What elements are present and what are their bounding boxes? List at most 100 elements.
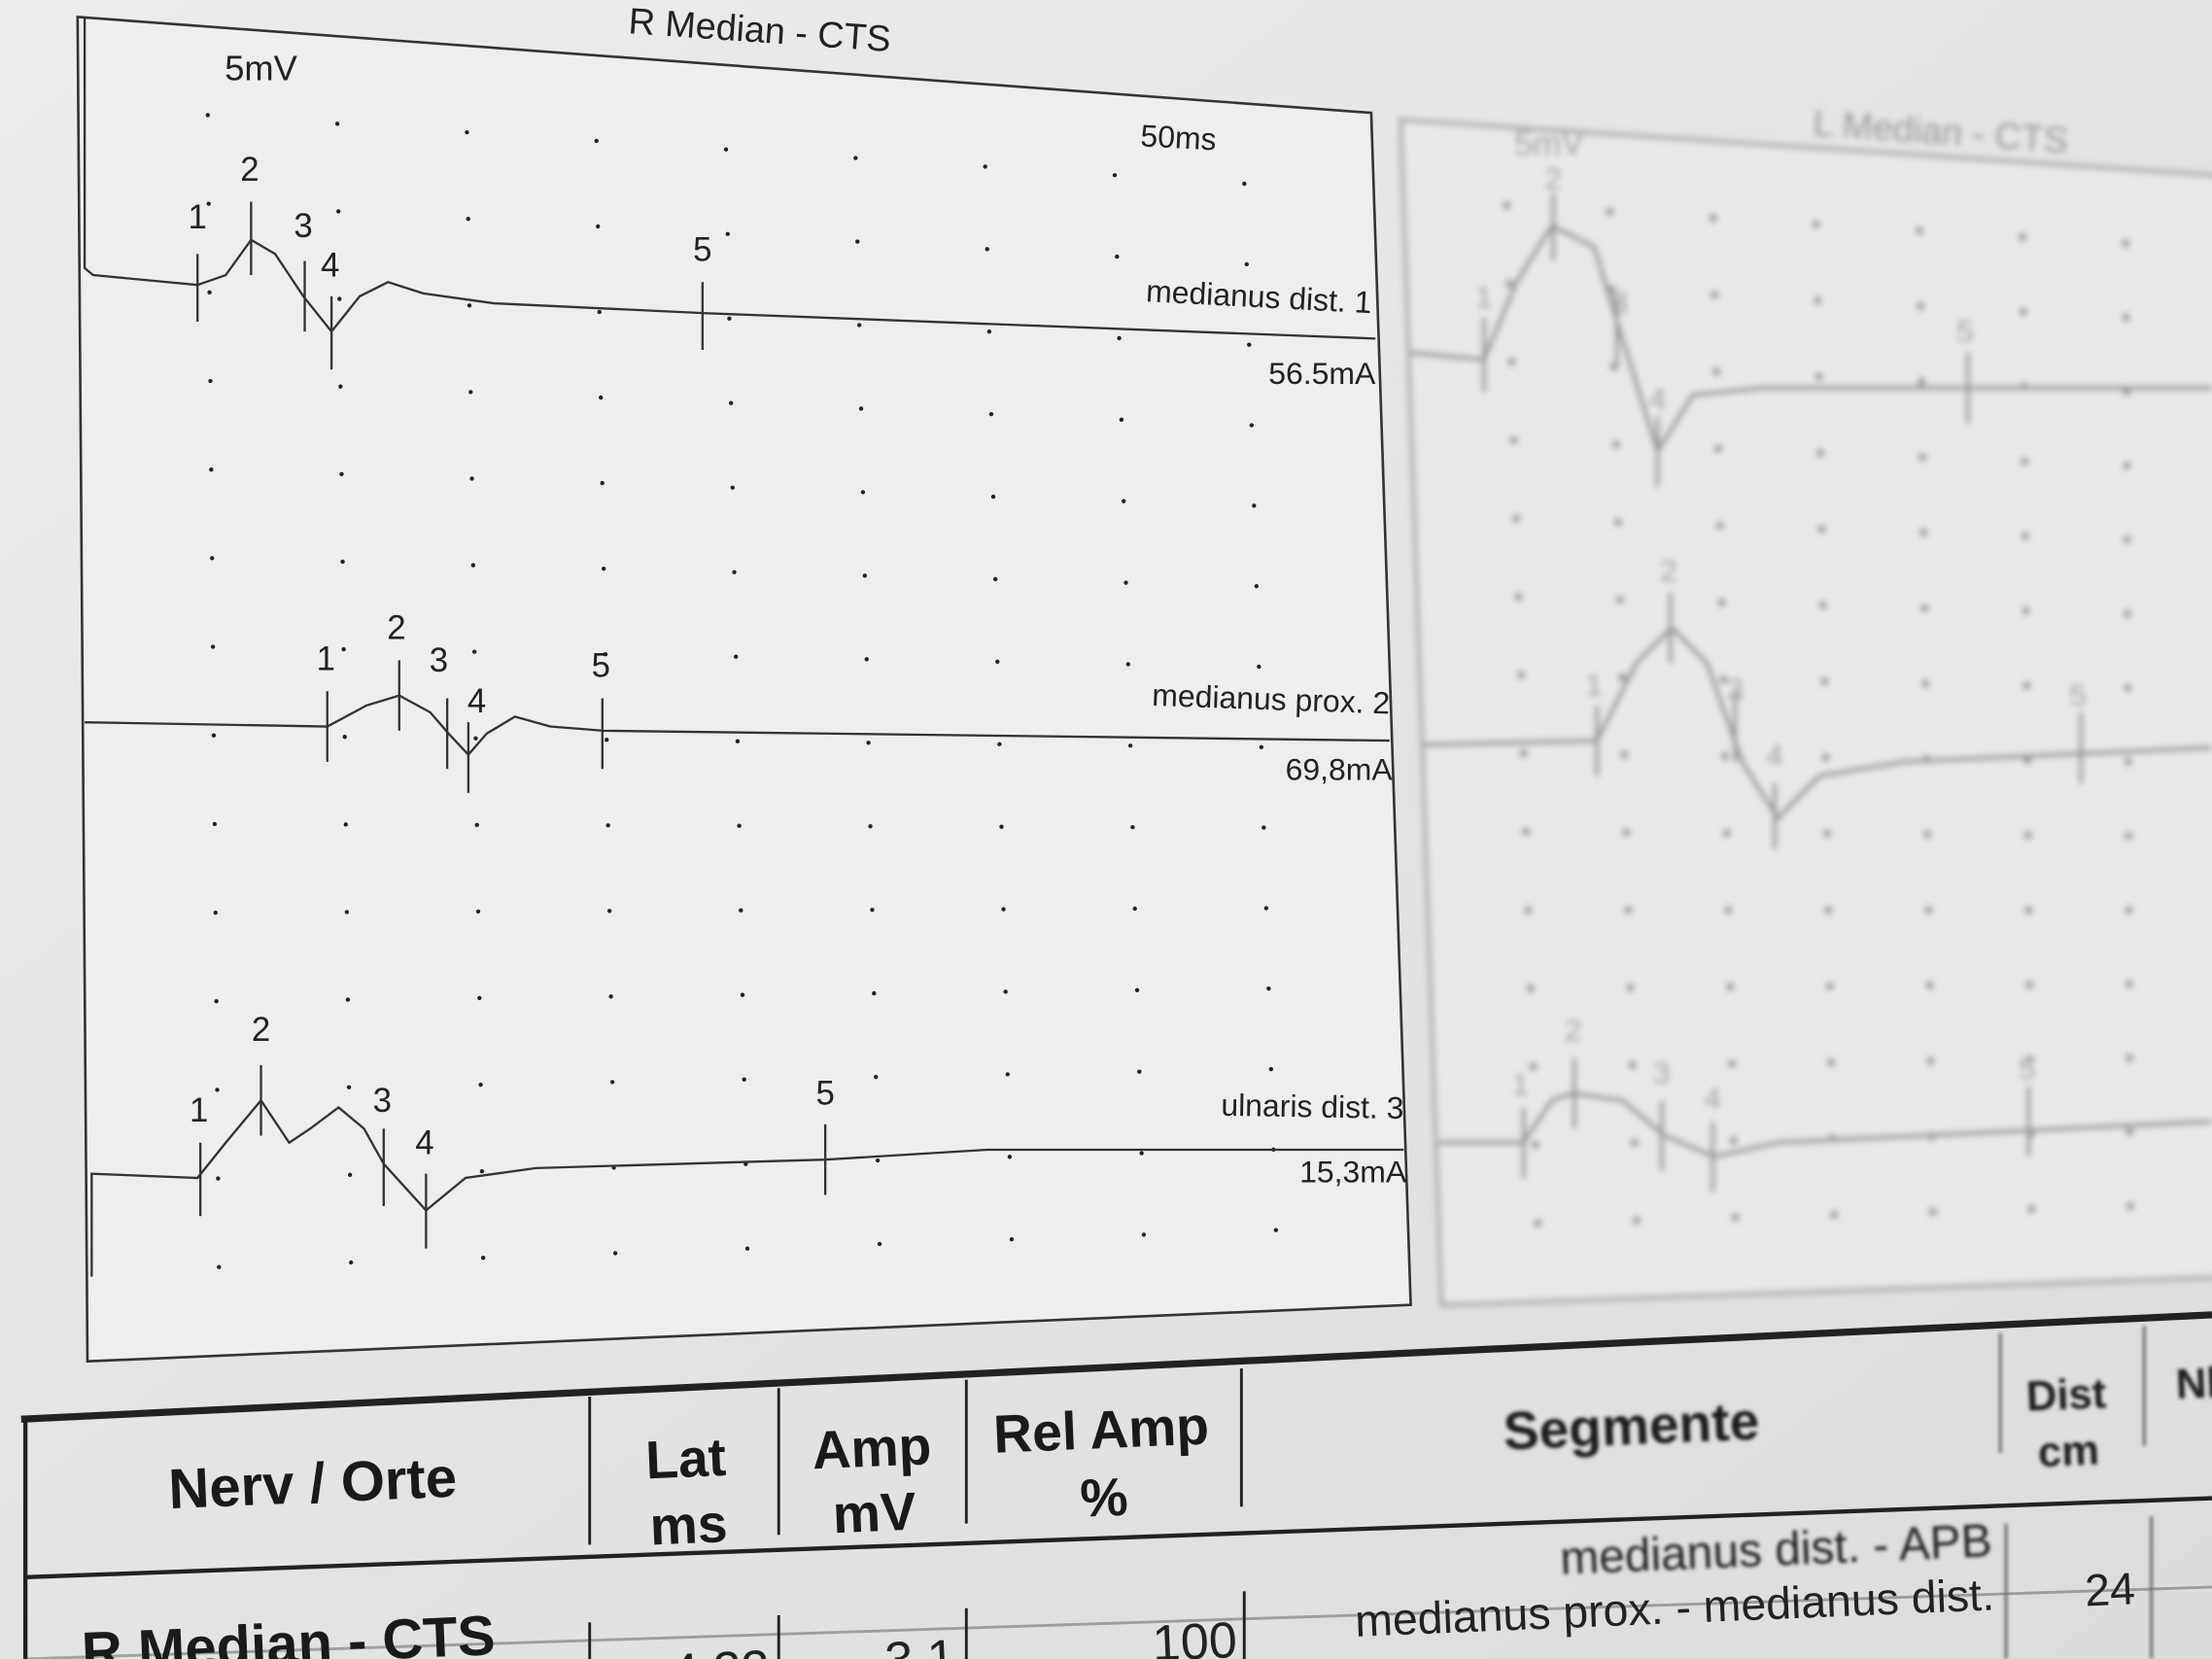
header-amp-unit: mV — [832, 1481, 918, 1545]
cell-amp: 3,1 — [883, 1630, 956, 1659]
l-median-panel: L Median - CTS 5mV 1 2 3 4 5 1 2 3 4 5 1… — [1399, 102, 2212, 1307]
grid-dot — [1815, 372, 1823, 381]
grid-dot — [597, 309, 602, 315]
grid-dot — [866, 741, 871, 745]
marker-4: 4 — [1704, 1081, 1721, 1116]
grid-dot — [600, 480, 605, 486]
grid-dot — [1621, 828, 1631, 837]
grid-dot — [1709, 213, 1717, 223]
grid-dot — [1134, 987, 1140, 993]
grid-dot — [1519, 748, 1528, 758]
grid-dot — [1722, 828, 1732, 838]
grid-dot — [2123, 535, 2132, 544]
grid-dot — [734, 654, 739, 659]
marker-5: 5 — [2019, 1051, 2036, 1086]
grid-dot — [1112, 173, 1118, 178]
grid-dot — [1502, 200, 1511, 210]
grid-dot — [1825, 982, 1835, 990]
grid-dot — [737, 823, 742, 828]
grid-dot — [1727, 1059, 1737, 1068]
grid-dot — [468, 390, 473, 395]
grid-dot — [2126, 1201, 2135, 1211]
grid-dot — [727, 316, 732, 321]
grid-dot — [990, 494, 996, 500]
grid-dot — [2022, 681, 2031, 690]
grid-dot — [594, 138, 599, 144]
marker-5: 5 — [693, 231, 711, 269]
grid-dot — [1718, 674, 1728, 684]
grid-dot — [1123, 580, 1128, 585]
grid-dot — [1514, 592, 1523, 602]
grid-dot — [343, 822, 348, 827]
grid-dot — [2024, 980, 2034, 989]
header-lat-unit: ms — [648, 1493, 728, 1556]
marker-2: 2 — [1565, 1013, 1582, 1048]
header-rel-amp-unit: % — [1079, 1467, 1129, 1529]
grid-dot — [1509, 435, 1519, 445]
grid-dot — [1824, 905, 1833, 915]
grid-dot — [213, 910, 218, 916]
grid-dot — [1531, 1140, 1540, 1150]
cell-dist: 24 — [2084, 1563, 2136, 1615]
grid-dot — [596, 224, 601, 229]
grid-dot — [1249, 423, 1254, 428]
grid-dot — [1731, 1213, 1740, 1223]
grid-dot — [872, 990, 877, 996]
grid-dot — [1132, 906, 1137, 912]
grid-dot — [469, 476, 474, 481]
grid-dot — [2123, 609, 2132, 618]
grid-dot — [2126, 1127, 2134, 1137]
grid-dot — [2019, 307, 2028, 317]
marker-1: 1 — [1512, 1066, 1530, 1101]
grid-dot — [344, 910, 350, 915]
grid-dot — [1252, 503, 1257, 508]
grid-dot — [1617, 673, 1627, 682]
marker-3: 3 — [430, 641, 448, 679]
grid-dot — [1724, 905, 1733, 915]
grid-dot — [874, 1074, 879, 1080]
grid-dot — [742, 1077, 746, 1082]
grid-dot — [988, 411, 994, 417]
grid-dot — [208, 378, 213, 384]
grid-dot — [995, 659, 1000, 665]
grid-dot — [1632, 1216, 1642, 1225]
grid-dot — [1122, 499, 1126, 503]
grid-dot — [730, 485, 736, 490]
header-segments: Segmente — [1502, 1391, 1760, 1462]
grid-dot — [341, 646, 346, 652]
grid-dot — [1715, 521, 1725, 531]
grid-dot — [2125, 905, 2133, 915]
grid-dot — [1920, 678, 1930, 688]
grid-dot — [1506, 357, 1516, 366]
grid-dot — [986, 329, 992, 334]
grid-dot — [1125, 662, 1130, 667]
grid-dot — [1725, 982, 1735, 991]
grid-dot — [346, 1085, 352, 1089]
grid-dot — [1720, 751, 1730, 761]
grid-dot — [2122, 313, 2130, 322]
waveform — [1438, 1090, 2212, 1159]
grid-dot — [1137, 1069, 1142, 1074]
grid-dot — [470, 563, 476, 568]
stimulus-intensity: 15,3mA — [1299, 1154, 1407, 1189]
grid-dot — [860, 490, 866, 495]
grid-dot — [214, 999, 219, 1004]
grid-dot — [1818, 601, 1828, 610]
marker-3: 3 — [1653, 1055, 1671, 1090]
grid-dot — [868, 824, 873, 829]
grid-dot — [1254, 583, 1259, 589]
grid-dot — [1533, 1219, 1542, 1227]
grid-dot — [1117, 335, 1122, 341]
marker-1: 1 — [1475, 279, 1493, 314]
stimulus-intensity: 56.5mA — [1268, 356, 1376, 391]
grid-dot — [877, 1241, 882, 1247]
grid-dot — [1628, 1060, 1637, 1070]
grid-dot — [342, 735, 347, 740]
marker-5: 5 — [1956, 313, 1974, 348]
time-scale: 50ms — [1140, 118, 1218, 156]
header-dist-unit: cm — [2037, 1428, 2100, 1477]
grid-dot — [870, 907, 875, 913]
grid-dot — [339, 471, 344, 476]
grid-dot — [1918, 452, 1927, 462]
marker-2: 2 — [1660, 553, 1677, 588]
